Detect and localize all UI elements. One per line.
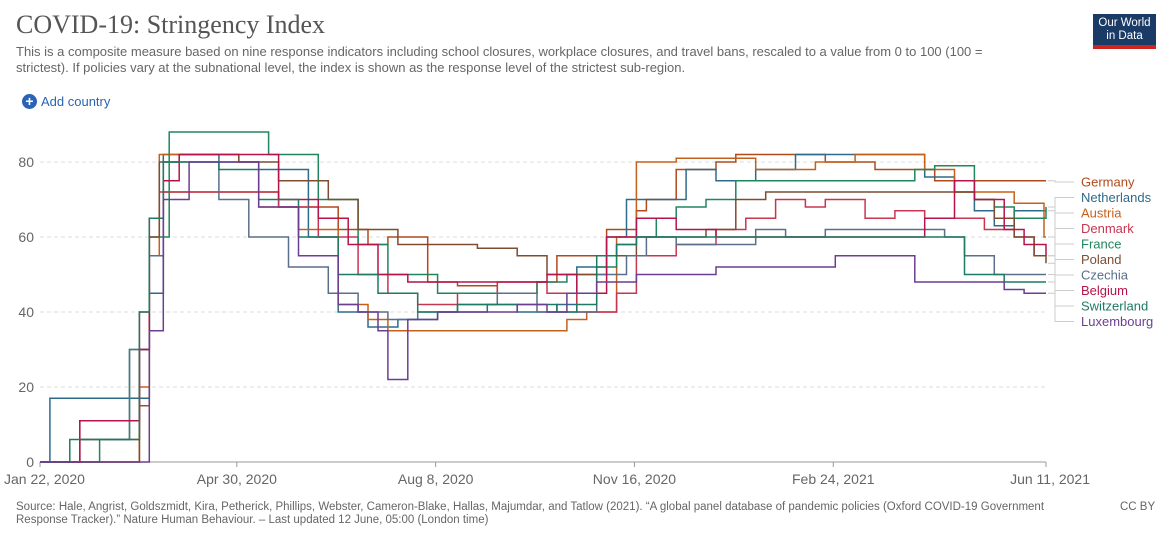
legend-label-belgium[interactable]: Belgium — [1081, 283, 1128, 298]
license-label[interactable]: CC BY — [1120, 501, 1156, 513]
legend-label-austria[interactable]: Austria — [1081, 206, 1122, 221]
legend-connector — [1048, 228, 1074, 257]
legend-connector — [1048, 259, 1074, 264]
y-tick-label: 0 — [26, 454, 34, 470]
legend-connector — [1048, 212, 1074, 238]
series-line-luxembourg[interactable] — [40, 161, 1046, 463]
legend-connector — [1048, 292, 1074, 322]
owid-logo[interactable]: Our World in Data — [1093, 14, 1156, 49]
y-tick-label: 80 — [18, 154, 34, 170]
add-country-label: Add country — [41, 94, 111, 109]
logo-line1: Our World — [1098, 17, 1151, 29]
legend: GermanyNetherlandsAustriaDenmarkFrancePo… — [1048, 175, 1153, 329]
y-tick-label: 40 — [18, 304, 34, 320]
x-tick-label: Apr 30, 2020 — [197, 471, 277, 487]
add-country-button[interactable]: + Add country — [22, 94, 110, 109]
series-line-poland[interactable] — [40, 153, 1047, 463]
y-tick-label: 60 — [18, 229, 34, 245]
x-tick-label: Aug 8, 2020 — [398, 471, 474, 487]
legend-connector — [1048, 281, 1074, 307]
plus-circle-icon: + — [22, 94, 37, 109]
legend-connector — [1048, 206, 1074, 245]
logo-line2: in Data — [1106, 30, 1143, 42]
x-tick-label: Feb 24, 2021 — [792, 471, 875, 487]
legend-label-switzerland[interactable]: Switzerland — [1081, 299, 1148, 314]
legend-label-germany[interactable]: Germany — [1081, 175, 1135, 190]
x-tick-label: Nov 16, 2020 — [593, 471, 676, 487]
series-line-france[interactable] — [40, 131, 1047, 463]
legend-connector — [1048, 274, 1074, 276]
series-line-denmark[interactable] — [40, 191, 1046, 463]
legend-label-poland[interactable]: Poland — [1081, 252, 1121, 267]
x-tick-label: Jan 22, 2020 — [4, 471, 85, 487]
legend-label-denmark[interactable]: Denmark — [1081, 221, 1134, 236]
series-line-germany[interactable] — [40, 153, 1046, 463]
legend-label-czechia[interactable]: Czechia — [1081, 268, 1129, 283]
legend-label-france[interactable]: France — [1081, 237, 1121, 252]
legend-label-netherlands[interactable]: Netherlands — [1081, 190, 1152, 205]
chart-title: COVID-19: Stringency Index — [16, 10, 326, 39]
axes: 0 20 40 60 80 Jan 22, 2020 Apr 30, 2020 Aug 8, … — [4, 154, 1090, 487]
series-line-netherlands[interactable] — [40, 153, 1046, 463]
chart-subtitle: This is a composite measure based on nin… — [16, 44, 983, 75]
legend-connector — [1048, 180, 1074, 183]
legend-label-luxembourg[interactable]: Luxembourg — [1081, 314, 1153, 329]
series-line-belgium[interactable] — [40, 153, 1047, 463]
legend-connector — [1048, 255, 1074, 291]
y-tick-label: 20 — [18, 379, 34, 395]
legend-connector — [1048, 197, 1074, 212]
x-tick-label: Jun 11, 2021 — [1010, 471, 1090, 487]
series-lines — [40, 131, 1047, 463]
series-line-austria[interactable] — [40, 153, 1046, 463]
source-note: Source: Hale, Angrist, Goldszmidt, Kira,… — [16, 501, 1045, 526]
